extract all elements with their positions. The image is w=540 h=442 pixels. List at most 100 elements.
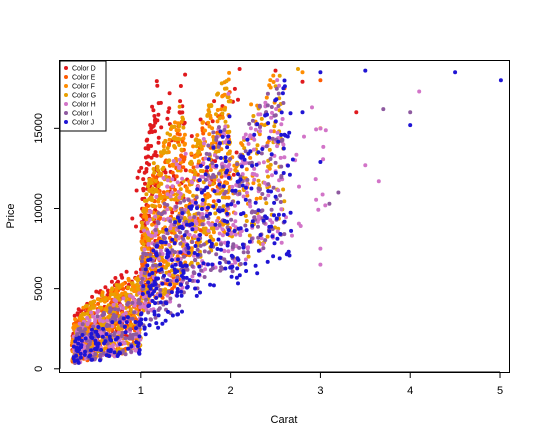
data-point (273, 113, 278, 118)
data-point (274, 107, 279, 111)
data-point (182, 155, 187, 159)
data-point (235, 266, 240, 271)
data-point (206, 262, 211, 267)
data-point (177, 143, 182, 147)
data-point (189, 179, 194, 184)
legend-label: Color D (72, 66, 96, 73)
data-point (279, 138, 284, 143)
data-point (170, 170, 175, 175)
data-point (139, 239, 144, 244)
data-point (279, 132, 284, 137)
data-point (179, 153, 184, 158)
data-point (198, 140, 203, 145)
data-point (318, 160, 323, 164)
data-point (197, 264, 202, 269)
data-point (135, 175, 140, 180)
data-point (194, 144, 199, 149)
data-point (150, 186, 155, 191)
data-point (185, 284, 190, 289)
data-point (226, 195, 231, 200)
data-point (121, 316, 126, 321)
data-point (286, 163, 290, 168)
data-point (244, 269, 249, 273)
data-point (269, 224, 274, 229)
data-point (327, 201, 332, 206)
data-point (242, 157, 247, 162)
data-point (251, 147, 256, 152)
data-point (122, 324, 127, 329)
data-point (256, 150, 261, 155)
data-point (154, 251, 159, 256)
data-point (186, 245, 191, 250)
data-point (217, 223, 222, 227)
data-point (256, 235, 261, 240)
data-point (169, 254, 173, 259)
data-point (260, 147, 265, 151)
data-point (244, 185, 248, 190)
data-point (80, 322, 85, 327)
data-point (408, 110, 413, 115)
data-point (248, 133, 253, 138)
data-point (253, 200, 258, 205)
data-point (149, 234, 154, 238)
data-point (153, 178, 158, 183)
data-point (182, 120, 187, 125)
data-point (161, 144, 166, 149)
data-point (195, 206, 199, 211)
data-point (263, 100, 268, 105)
data-point (240, 183, 245, 188)
data-point (137, 297, 141, 302)
data-point (153, 315, 158, 320)
data-point (287, 130, 292, 135)
data-point (117, 320, 122, 325)
data-point (278, 232, 283, 236)
data-point (123, 352, 128, 357)
data-point (228, 167, 233, 172)
data-point (148, 317, 153, 322)
data-point (215, 119, 220, 124)
data-point (110, 286, 115, 291)
data-point (147, 272, 152, 277)
data-point (117, 293, 122, 298)
data-point (211, 145, 216, 150)
data-point (266, 174, 270, 179)
data-point (156, 184, 161, 189)
data-point (211, 199, 216, 204)
data-point (254, 162, 259, 167)
data-point (125, 302, 130, 307)
data-point (247, 198, 252, 203)
data-point (282, 219, 287, 224)
data-point (258, 233, 263, 237)
data-point (153, 189, 158, 194)
data-point (255, 122, 260, 127)
data-point (160, 252, 165, 256)
data-point (209, 241, 214, 246)
data-point (96, 301, 101, 306)
data-point (274, 216, 279, 221)
data-point (195, 141, 200, 146)
data-point (289, 228, 294, 233)
data-point (214, 112, 218, 117)
data-point (147, 303, 151, 308)
data-point (161, 190, 166, 195)
data-point (207, 152, 212, 157)
data-point (282, 155, 287, 160)
data-point (272, 241, 277, 246)
data-point (139, 312, 143, 317)
data-point (318, 70, 323, 75)
data-point (223, 124, 228, 129)
data-point (98, 298, 103, 303)
data-point (217, 125, 221, 130)
data-point (213, 222, 218, 227)
data-point (144, 167, 149, 171)
data-point (212, 189, 217, 194)
data-point (184, 229, 189, 234)
data-point (215, 247, 220, 251)
data-point (165, 146, 170, 151)
data-point (176, 312, 180, 317)
data-point (267, 147, 272, 152)
data-point (243, 223, 248, 228)
data-point (207, 180, 212, 185)
data-point (121, 306, 125, 311)
data-point (126, 278, 131, 283)
